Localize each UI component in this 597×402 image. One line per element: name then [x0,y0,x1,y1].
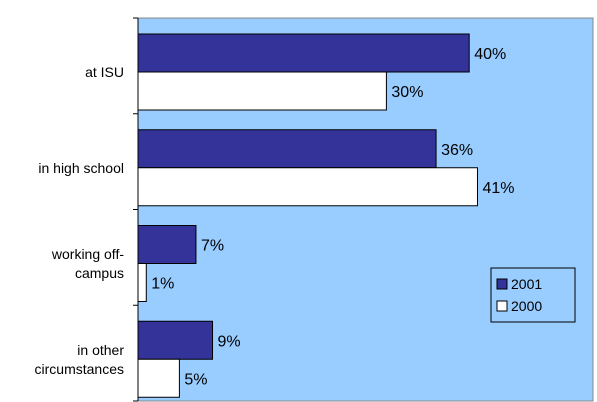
legend: 2001 2000 [490,267,576,323]
bar-2000-3 [137,358,180,398]
bar-2000-2 [137,263,147,302]
category-label: working off-campus [51,246,124,281]
category-labels: at ISU in high school working off-campus in… [35,64,125,377]
value-label: 5% [184,371,207,388]
value-label: 40% [474,46,506,63]
bar-2000-0 [137,71,387,111]
legend-box [490,267,576,323]
legend-label: 2001 [511,276,542,292]
category-label: at ISU [85,64,124,80]
legend-swatch-2001 [496,278,508,290]
bar-2001-2 [137,225,197,264]
bars [137,33,478,398]
value-label: 1% [151,276,174,293]
value-labels: 40% 30% 36% 41% 7% 1% 9% 5% [151,46,514,388]
value-label: 30% [391,84,423,101]
bar-2001-3 [137,320,214,360]
bar-2001-1 [137,129,437,169]
value-label: 7% [201,238,224,255]
value-label: 36% [441,142,473,159]
legend-swatch-2000 [496,300,508,312]
bar-2000-1 [137,167,478,207]
category-label: in other circumstances [35,342,125,377]
category-ticks [133,17,138,402]
bar-2001-0 [137,33,470,73]
legend-label: 2000 [511,298,542,314]
value-label: 41% [482,180,514,197]
value-label: 9% [218,333,241,350]
category-label: in high school [38,160,124,176]
